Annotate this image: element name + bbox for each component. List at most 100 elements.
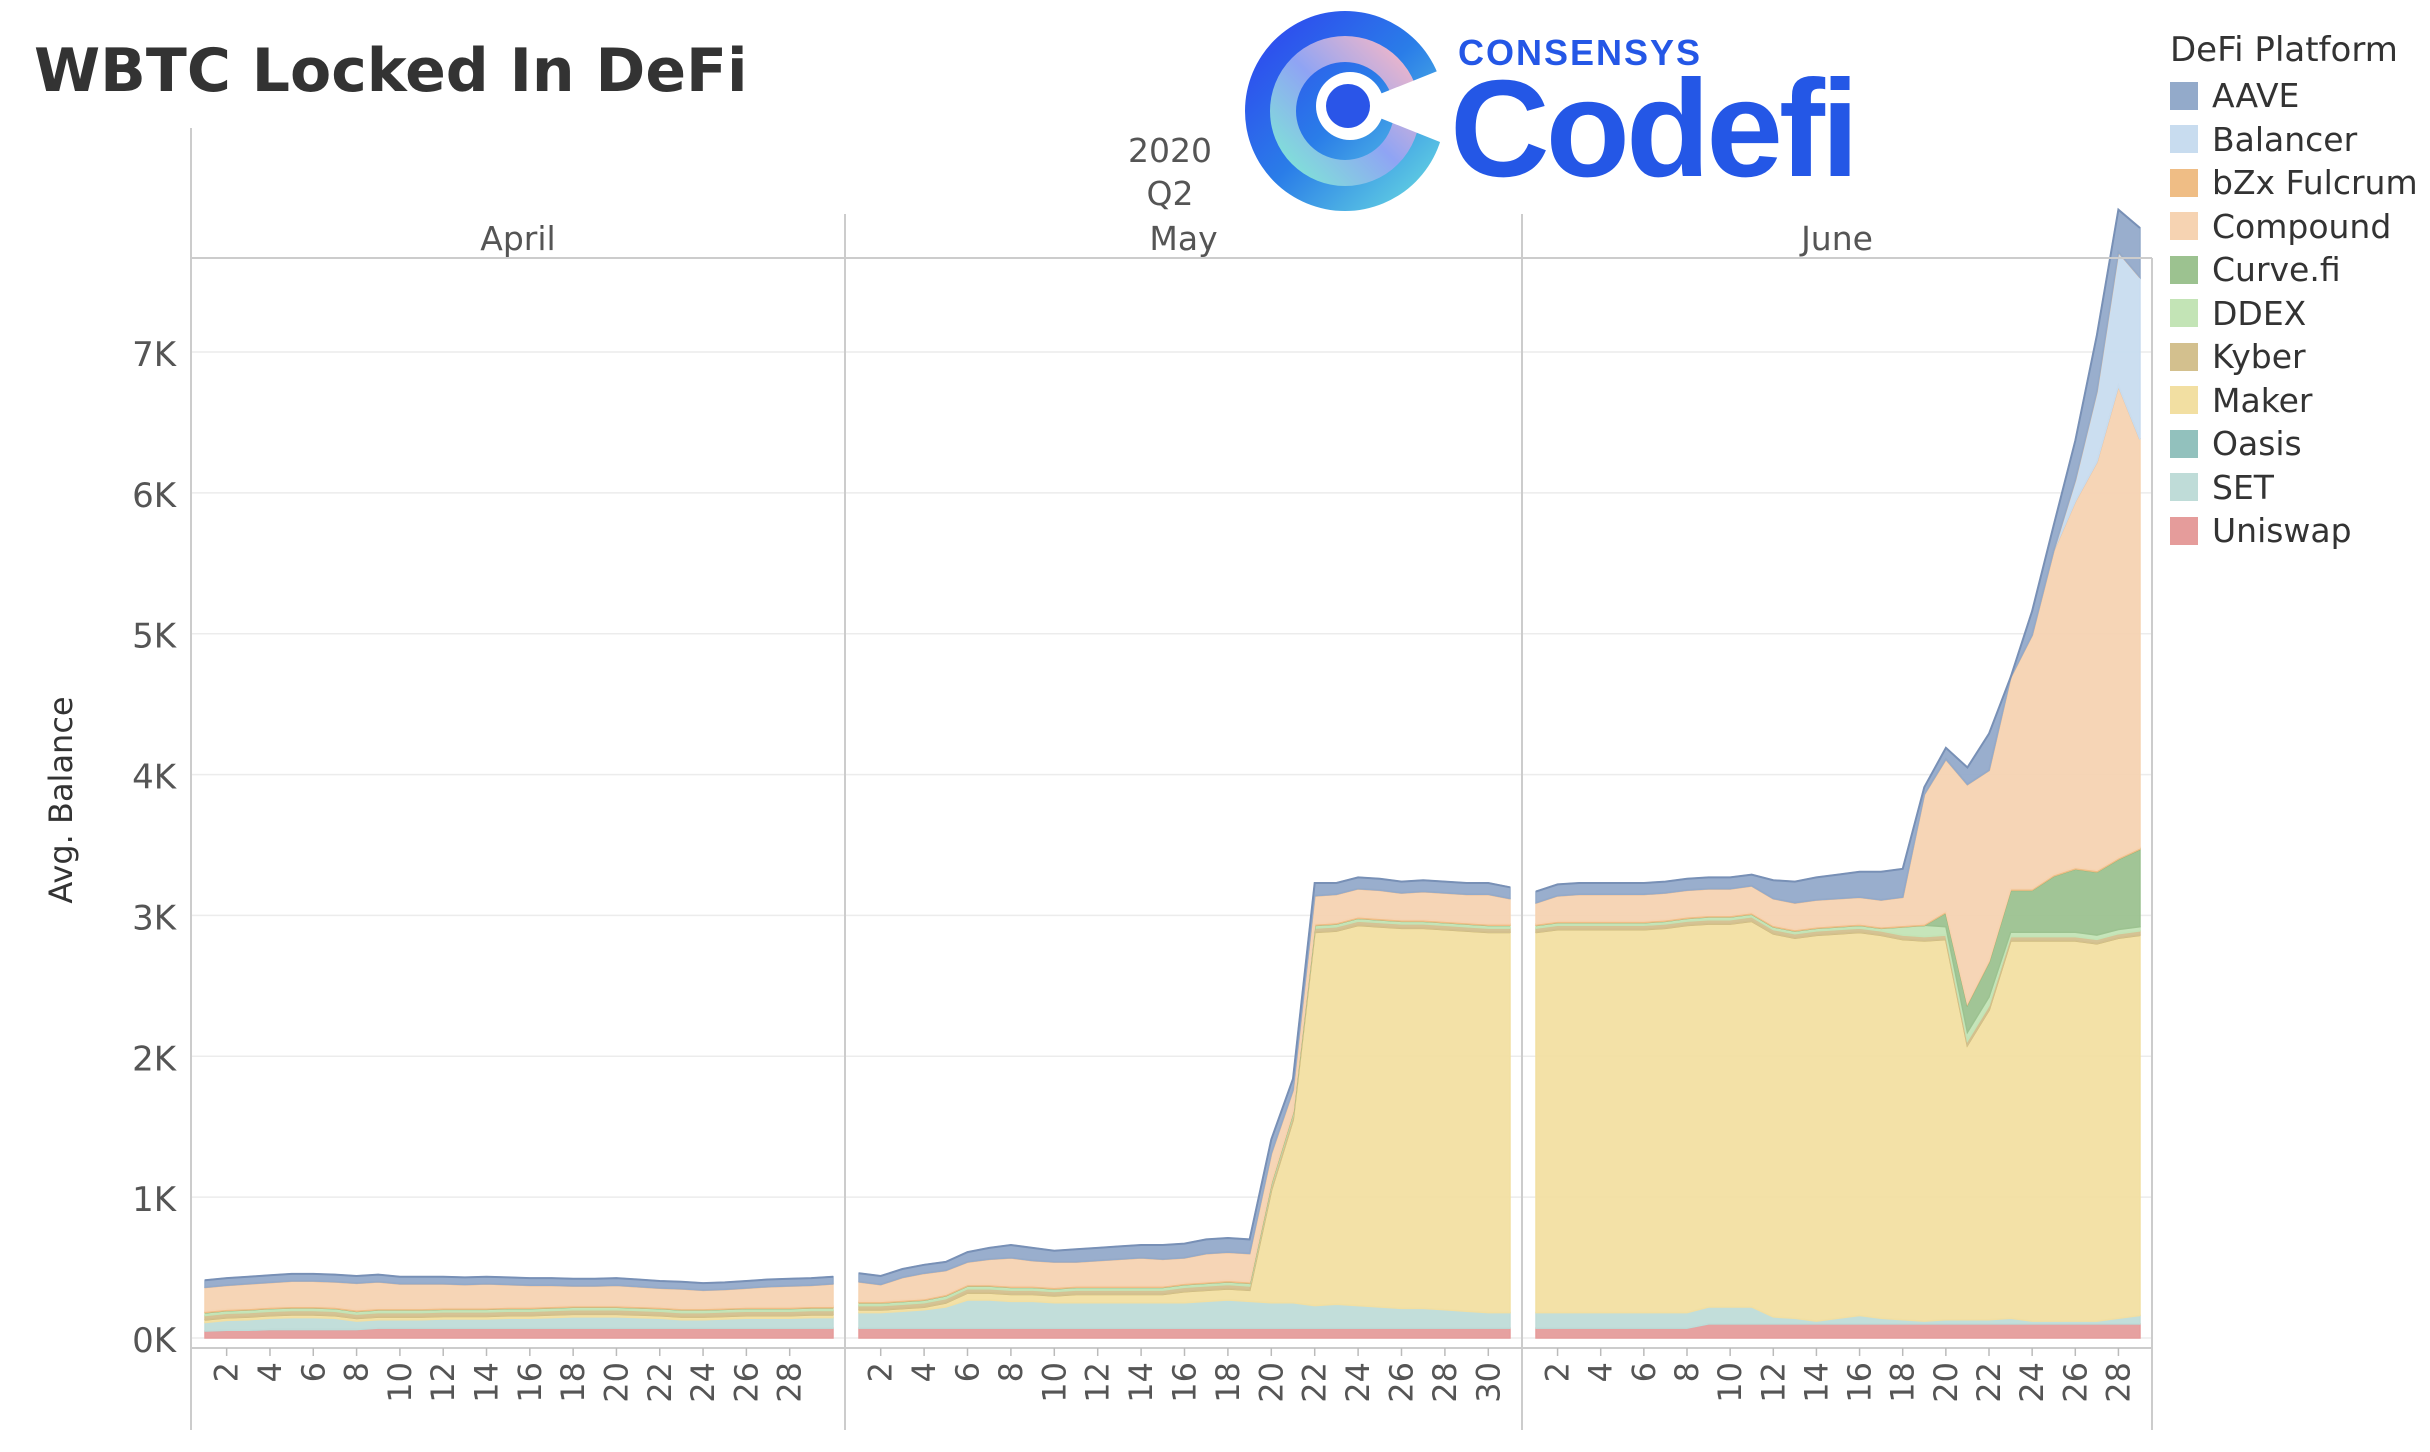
x-tick-label: 6 <box>949 1362 987 1382</box>
x-tick-label: 22 <box>1970 1362 2008 1403</box>
y-tick-label: 6K <box>132 476 178 516</box>
legend-swatch <box>2170 125 2198 154</box>
x-tick-label: 4 <box>905 1362 943 1382</box>
x-tick-label: 24 <box>2013 1362 2051 1403</box>
month-label-may: May <box>1149 219 1217 258</box>
panel-frames <box>190 128 2153 1430</box>
x-tick-label: 12 <box>1079 1362 1117 1403</box>
legend-label: AAVE <box>2212 76 2300 116</box>
chart-title: WBTC Locked In DeFi <box>34 36 748 106</box>
legend-item-uniswap[interactable]: Uniswap <box>2170 509 2418 553</box>
y-tick-label: 0K <box>132 1321 178 1361</box>
month-label-june: June <box>1799 219 1873 258</box>
y-tick-label: 5K <box>132 617 178 657</box>
x-tick-label: 2 <box>862 1362 900 1382</box>
y-tick-label: 2K <box>132 1039 178 1079</box>
y-tick-label: 4K <box>132 758 178 798</box>
x-tick-label: 22 <box>641 1362 679 1403</box>
x-tick-label: 8 <box>338 1362 376 1382</box>
x-tick-label: 12 <box>1754 1362 1792 1403</box>
x-tick-label: 26 <box>2056 1362 2094 1403</box>
legend-swatch <box>2170 386 2198 415</box>
legend-swatch <box>2170 168 2198 197</box>
legend-item-curve-fi[interactable]: Curve.fi <box>2170 248 2418 292</box>
legend-label: Compound <box>2212 206 2392 246</box>
legend-title: DeFi Platform <box>2170 30 2398 70</box>
legend-label: Oasis <box>2212 424 2302 464</box>
legend-item-ddex[interactable]: DDEX <box>2170 292 2418 336</box>
codefi-wordmark: Codefi <box>1450 52 1859 206</box>
legend-label: SET <box>2212 467 2274 507</box>
x-tick-label: 8 <box>992 1362 1030 1382</box>
x-tick-label: 2 <box>1539 1362 1577 1382</box>
stacked-areas <box>204 207 2141 1339</box>
x-tick-label: 14 <box>1797 1362 1835 1403</box>
x-tick-label: 28 <box>2099 1362 2137 1403</box>
legend: DeFi Platform AAVE Balancer bZx Fulcrum Com… <box>2170 30 2418 553</box>
area-june-maker <box>1535 920 2141 1322</box>
legend-label: Kyber <box>2212 337 2306 377</box>
legend-swatch <box>2170 473 2198 502</box>
x-tick-label: 6 <box>294 1362 332 1382</box>
legend-label: DDEX <box>2212 293 2307 333</box>
codefi-c-icon <box>1245 11 1450 211</box>
x-tick-label: 28 <box>771 1362 809 1403</box>
x-tick-label: 30 <box>1469 1362 1507 1403</box>
legend-label: bZx Fulcrum <box>2212 163 2418 203</box>
x-tick-label: 16 <box>1841 1362 1879 1403</box>
y-axis-label: Avg. Balance <box>42 696 80 903</box>
y-tick-label: 7K <box>132 335 178 375</box>
x-tick-label: 28 <box>1426 1362 1464 1403</box>
legend-item-balancer[interactable]: Balancer <box>2170 118 2418 162</box>
legend-item-bzx-fulcrum[interactable]: bZx Fulcrum <box>2170 161 2418 205</box>
legend-item-kyber[interactable]: Kyber <box>2170 335 2418 379</box>
legend-label: Balancer <box>2212 119 2358 159</box>
x-tick-label: 14 <box>468 1362 506 1403</box>
edge-may-aave <box>858 876 1511 1278</box>
legend-swatch <box>2170 255 2198 284</box>
legend-swatch <box>2170 429 2198 458</box>
x-tick-label: 18 <box>1884 1362 1922 1403</box>
legend-label: Maker <box>2212 380 2313 420</box>
legend-label: Curve.fi <box>2212 250 2341 290</box>
x-tick-label: 20 <box>597 1362 635 1403</box>
y-tick-label: 3K <box>132 898 178 938</box>
x-tick-label: 10 <box>1035 1362 1073 1403</box>
legend-item-maker[interactable]: Maker <box>2170 379 2418 423</box>
edge-june-aave <box>1535 207 2141 893</box>
x-tick-label: 18 <box>1209 1362 1247 1403</box>
legend-swatch <box>2170 516 2198 545</box>
consensys-wordmark: CONSENSYS <box>1458 32 1703 73</box>
x-tick-label: 2 <box>208 1362 246 1382</box>
legend-swatch <box>2170 342 2198 371</box>
x-tick-label: 16 <box>1166 1362 1204 1403</box>
x-tick-label: 24 <box>1339 1362 1377 1403</box>
quarter-label: Q2 <box>1147 174 1194 213</box>
legend-item-compound[interactable]: Compound <box>2170 205 2418 249</box>
x-tick-label: 20 <box>1252 1362 1290 1403</box>
legend-item-aave[interactable]: AAVE <box>2170 74 2418 118</box>
x-tick-label: 26 <box>1383 1362 1421 1403</box>
legend-swatch <box>2170 212 2198 241</box>
month-label-april: April <box>480 219 555 258</box>
year-label: 2020 <box>1128 131 1212 170</box>
x-tick-label: 14 <box>1122 1362 1160 1403</box>
legend-item-oasis[interactable]: Oasis <box>2170 422 2418 466</box>
x-tick-label: 22 <box>1296 1362 1334 1403</box>
x-tick-label: 6 <box>1625 1362 1663 1382</box>
legend-items: AAVE Balancer bZx Fulcrum Compound Curve.fi D… <box>2170 74 2418 553</box>
legend-swatch <box>2170 81 2198 110</box>
x-tick-label: 26 <box>727 1362 765 1403</box>
legend-item-set[interactable]: SET <box>2170 466 2418 510</box>
x-tick-label: 10 <box>1711 1362 1749 1403</box>
legend-swatch <box>2170 299 2198 328</box>
x-tick-label: 8 <box>1668 1362 1706 1382</box>
x-tick-label: 16 <box>511 1362 549 1403</box>
legend-label: Uniswap <box>2212 511 2352 551</box>
edge-april-aave <box>204 1272 834 1285</box>
x-tick-label: 24 <box>684 1362 722 1403</box>
x-tick-label: 4 <box>1582 1362 1620 1382</box>
consensys-codefi-logo: CONSENSYS Codefi <box>1240 6 1880 216</box>
